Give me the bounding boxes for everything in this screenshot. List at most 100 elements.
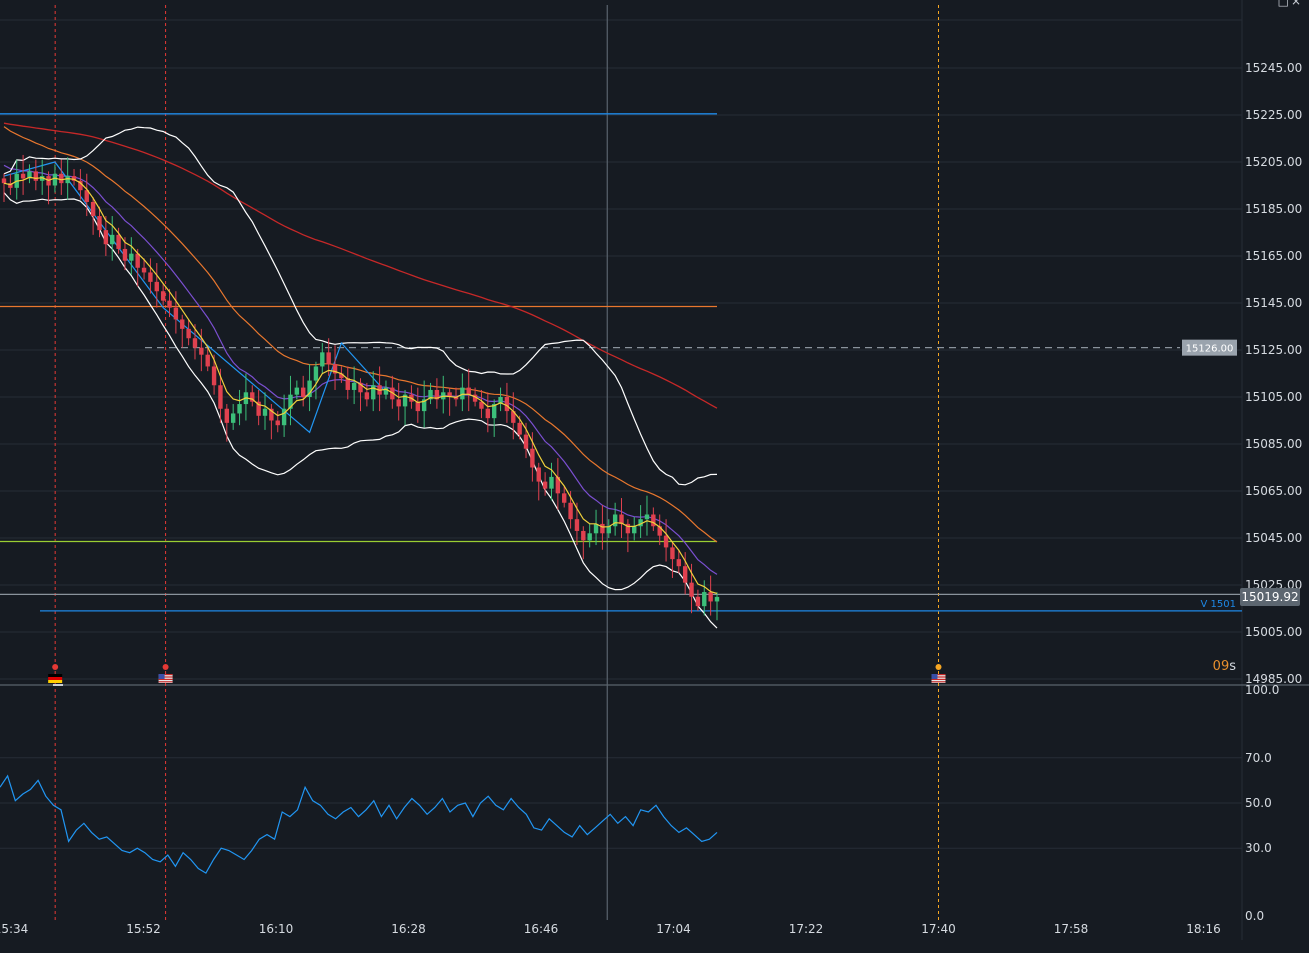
- candle-body: [345, 378, 350, 390]
- candle-body: [708, 592, 713, 602]
- candle-body: [453, 397, 459, 400]
- candle-body: [301, 387, 306, 397]
- candle-body: [351, 382, 357, 390]
- time-axis-label: 17:58: [1054, 922, 1089, 936]
- candle-body: [148, 272, 153, 282]
- candle-body: [504, 397, 510, 412]
- candle-body: [364, 392, 370, 400]
- candle-body: [59, 173, 64, 184]
- candle-body: [485, 408, 491, 419]
- close-icon[interactable]: ×: [1290, 0, 1303, 8]
- candle-body: [632, 526, 637, 534]
- candle-body: [262, 408, 268, 416]
- candle-body: [116, 234, 121, 249]
- candle-body: [326, 352, 331, 365]
- candle-body: [383, 387, 389, 395]
- fast-ema-line: [3, 176, 718, 594]
- candle-body: [472, 394, 478, 402]
- countdown-timer: 09s: [1213, 659, 1237, 674]
- candle-body: [702, 592, 707, 607]
- candle-body: [110, 234, 115, 245]
- candle-body: [199, 347, 204, 355]
- candle-body: [581, 530, 586, 541]
- candle-body: [695, 596, 701, 607]
- candle-body: [568, 502, 573, 520]
- candle-body: [78, 180, 83, 191]
- time-axis-label: 17:04: [656, 922, 691, 936]
- candle-body: [612, 514, 618, 527]
- candle-body: [371, 385, 376, 400]
- rsi-axis-label: 70.0: [1245, 751, 1272, 765]
- candle-body: [320, 352, 325, 367]
- time-axis-label: 16:10: [259, 922, 294, 936]
- price-marker-tag: [1182, 339, 1237, 356]
- candle-body: [479, 401, 484, 409]
- candle-body: [160, 291, 166, 301]
- candle-body: [390, 387, 395, 400]
- candle-body: [530, 448, 535, 468]
- candle-body: [186, 328, 191, 339]
- candle-body: [294, 387, 300, 395]
- price-axis-label: 15145.00: [1245, 296, 1302, 310]
- current-price-tag: [1240, 587, 1300, 606]
- price-axis-label: 15045.00: [1245, 531, 1302, 545]
- candle-body: [536, 467, 541, 482]
- event-dot: [52, 664, 59, 670]
- time-axis-label: 15:52: [126, 922, 161, 936]
- price-axis-label: 15125.00: [1245, 343, 1302, 357]
- candle-body: [33, 171, 39, 181]
- candle-body: [8, 183, 13, 188]
- bollinger-lower-line: [3, 192, 718, 629]
- candle-body: [555, 476, 561, 494]
- candle-body: [237, 404, 242, 414]
- candle-body: [676, 559, 682, 567]
- candle-body: [218, 385, 223, 409]
- candle-body: [1, 178, 7, 184]
- candle-body: [682, 566, 688, 583]
- candle-body: [606, 526, 611, 534]
- price-axis-label: 15085.00: [1245, 437, 1302, 451]
- candle-body: [714, 596, 720, 602]
- current-price-label: 15019.92: [1241, 590, 1298, 604]
- bollinger-upper-line: [3, 126, 718, 486]
- candle-body: [638, 519, 643, 527]
- scroll-handle: [53, 684, 63, 686]
- candle-body: [574, 519, 580, 531]
- candle-body: [593, 523, 599, 534]
- candle-body: [339, 373, 344, 379]
- candle-body: [173, 307, 179, 320]
- candle-body: [549, 476, 554, 489]
- window-controls[interactable]: □×: [1278, 0, 1303, 8]
- candle-body: [211, 366, 217, 386]
- maximize-icon[interactable]: □: [1277, 0, 1291, 8]
- usa-flag-icon: [931, 674, 946, 683]
- price-marker-label: 15126.00: [1186, 344, 1234, 355]
- candle-body: [358, 382, 363, 393]
- candle-body: [250, 392, 255, 402]
- candle-body: [27, 171, 32, 179]
- candle-body: [562, 493, 567, 503]
- candle-body: [332, 364, 338, 374]
- candle-body: [415, 401, 420, 412]
- rsi-axis-label: 30.0: [1245, 841, 1272, 855]
- candle-body: [421, 399, 427, 412]
- candle-body: [84, 190, 89, 202]
- candle-body: [447, 392, 452, 397]
- candle-body: [396, 399, 401, 407]
- candle-body: [498, 397, 503, 405]
- time-axis-label: 18:16: [1186, 922, 1221, 936]
- candle-body: [20, 173, 26, 179]
- candle-body: [167, 300, 172, 308]
- candle-body: [542, 481, 548, 489]
- candle-body: [657, 526, 662, 536]
- candle-body: [71, 176, 77, 181]
- candle-body: [517, 422, 522, 435]
- candle-body: [313, 366, 319, 381]
- time-axis-label: 16:46: [524, 922, 559, 936]
- candle-body: [491, 404, 497, 419]
- price-axis-label: 15165.00: [1245, 249, 1302, 263]
- candle-body: [281, 408, 287, 426]
- price-axis-label: 15065.00: [1245, 484, 1302, 498]
